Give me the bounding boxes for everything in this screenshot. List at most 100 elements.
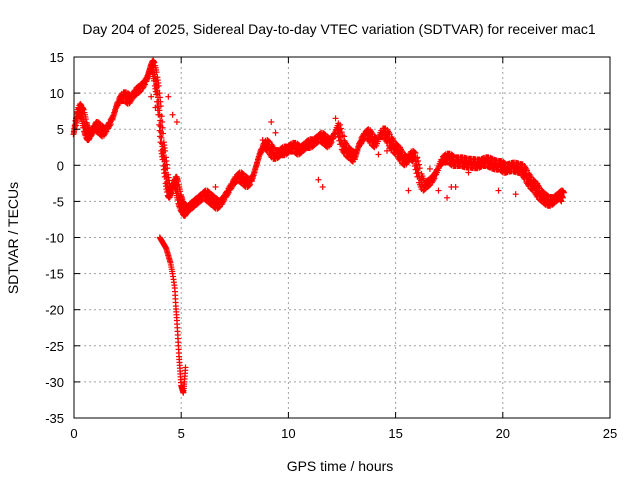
data-point (358, 140, 365, 147)
data-point (412, 150, 419, 157)
data-point (415, 157, 422, 164)
data-point (248, 178, 255, 185)
y-axis-label: SDTVAR / TECUs (5, 182, 21, 294)
data-point (268, 118, 275, 125)
y-tick-label: 5 (57, 122, 64, 137)
x-tick-label: 25 (603, 426, 617, 441)
x-tick-label: 10 (281, 426, 295, 441)
data-point (229, 180, 236, 187)
data-point (426, 165, 433, 172)
data-point (80, 106, 87, 113)
data-point (384, 147, 391, 154)
data-point (315, 176, 322, 183)
data-point (338, 137, 345, 144)
data-point (254, 157, 261, 164)
data-point (328, 139, 335, 146)
data-point (435, 187, 442, 194)
y-tick-label: -20 (45, 303, 64, 318)
data-point (151, 59, 158, 66)
y-tick-label: 10 (50, 86, 64, 101)
data-point (448, 183, 455, 190)
data-point (142, 81, 149, 88)
data-point (560, 189, 567, 196)
data-point (250, 172, 257, 179)
data-point (558, 198, 565, 205)
data-point (259, 137, 266, 144)
data-point (411, 149, 418, 156)
y-tick-label: -35 (45, 411, 64, 426)
data-point (174, 178, 181, 185)
chart-title: Day 204 of 2025, Sidereal Day-to-day VTE… (82, 21, 595, 37)
grid (74, 57, 610, 418)
y-tick-label: 15 (50, 50, 64, 65)
data-point (212, 183, 219, 190)
data-point (162, 147, 169, 154)
y-tick-label: 0 (57, 158, 64, 173)
data-point (109, 116, 116, 123)
data-point (336, 126, 343, 133)
data-point (111, 111, 118, 118)
data-point (177, 188, 184, 195)
data-point (354, 147, 361, 154)
data-point (166, 180, 173, 187)
axis-ticks: 0 5 10 15 20 25 15 10 5 0 -5 -10 -15 -20 -25 -30 -35 (45, 50, 617, 441)
data-point (246, 182, 253, 189)
data-point (159, 124, 166, 131)
data-point (415, 161, 422, 168)
data-point (157, 103, 164, 110)
data-point (165, 93, 172, 100)
data-point (512, 191, 519, 198)
data-point (82, 116, 89, 123)
data-point (319, 183, 326, 190)
data-point (155, 82, 162, 89)
x-tick-label: 20 (496, 426, 510, 441)
data-point (158, 113, 165, 120)
data-points (70, 57, 567, 396)
data-point (375, 151, 382, 158)
data-point (352, 153, 359, 160)
data-point (157, 133, 164, 140)
data-point (444, 194, 451, 201)
data-point (152, 104, 159, 111)
data-point (253, 163, 260, 170)
y-tick-label: -10 (45, 231, 64, 246)
data-point (110, 113, 117, 120)
data-point (534, 180, 541, 187)
data-point (337, 125, 344, 132)
data-point (107, 121, 114, 128)
y-tick-label: -25 (45, 339, 64, 354)
data-point (164, 165, 171, 172)
data-point (251, 169, 258, 176)
data-point (431, 173, 438, 180)
data-point (153, 69, 160, 76)
data-point (272, 129, 279, 136)
data-point (559, 194, 566, 201)
data-point (414, 155, 421, 162)
data-point (341, 133, 348, 140)
x-tick-label: 15 (388, 426, 402, 441)
data-point (158, 134, 165, 141)
data-point (332, 115, 339, 122)
data-point (173, 118, 180, 125)
data-point (247, 181, 254, 188)
data-point (249, 175, 256, 182)
data-point (156, 127, 163, 134)
data-point (409, 157, 416, 164)
data-point (144, 74, 151, 81)
data-point (253, 160, 260, 167)
data-point (169, 111, 176, 118)
data-point (263, 140, 270, 147)
data-point (416, 165, 423, 172)
x-axis-label: GPS time / hours (287, 458, 394, 474)
data-point (156, 121, 163, 128)
data-point (112, 108, 119, 115)
data-point (255, 155, 262, 162)
data-point (418, 176, 425, 183)
data-point (396, 144, 403, 151)
x-tick-label: 5 (178, 426, 185, 441)
data-point (495, 187, 502, 194)
data-point (71, 122, 78, 129)
x-tick-label: 0 (70, 426, 77, 441)
data-point (168, 189, 175, 196)
